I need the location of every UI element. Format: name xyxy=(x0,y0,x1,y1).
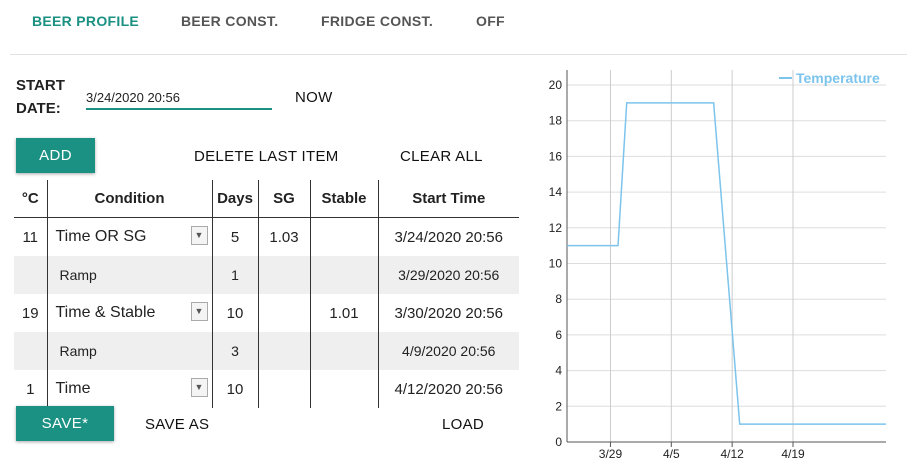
y-tick-label: 6 xyxy=(555,328,562,342)
y-tick-label: 14 xyxy=(549,185,563,199)
temp-cell xyxy=(14,332,47,370)
stable-cell xyxy=(309,332,378,370)
chevron-down-icon[interactable]: ▼ xyxy=(190,378,208,397)
delete-last-item-button[interactable]: DELETE LAST ITEM xyxy=(194,148,339,165)
condition-cell[interactable]: Time ▼ xyxy=(46,370,212,408)
temp-cell[interactable]: 19 xyxy=(21,304,39,322)
condition-select-value[interactable]: Time xyxy=(55,380,91,397)
x-tick-label: 4/19 xyxy=(781,447,805,461)
save-button[interactable]: SAVE* xyxy=(16,406,114,441)
table-row: 1 Time ▼ 10 4/12/2020 20:56 xyxy=(14,370,519,408)
sg-cell[interactable]: 1.03 xyxy=(257,217,310,256)
start-time-cell: 3/30/2020 20:56 xyxy=(377,294,519,332)
y-tick-label: 10 xyxy=(549,257,563,271)
tab-beer-profile[interactable]: BEER PROFILE xyxy=(32,13,140,29)
chevron-down-icon[interactable]: ▼ xyxy=(190,226,208,245)
header-sg: SG xyxy=(257,180,310,218)
start-time-cell: 3/29/2020 20:56 xyxy=(377,256,519,294)
stable-cell[interactable] xyxy=(309,217,378,256)
temp-cell xyxy=(14,256,47,294)
header-temp: °C xyxy=(14,180,47,218)
sg-cell xyxy=(257,256,310,294)
condition-cell[interactable]: Time OR SG ▼ xyxy=(46,217,212,256)
now-button[interactable]: NOW xyxy=(295,89,333,106)
y-tick-label: 20 xyxy=(549,78,563,92)
condition-cell: Ramp xyxy=(46,332,212,370)
temperature-series-line xyxy=(567,102,886,425)
ramp-label: Ramp xyxy=(59,343,97,359)
header-start-time: Start Time xyxy=(377,180,519,218)
temperature-chart: 0 2 4 6 8 10 12 14 16 18 20 3/29 4/5 4/12 4/19 Temperat… xyxy=(549,70,886,461)
legend-label: Temperature xyxy=(796,70,880,86)
x-tick-label: 3/29 xyxy=(599,447,623,461)
condition-select-value[interactable]: Time & Stable xyxy=(55,304,156,321)
start-date-label: START DATE: xyxy=(16,74,65,120)
sg-cell[interactable] xyxy=(257,294,310,332)
x-tick-label: 4/5 xyxy=(663,447,680,461)
y-tick-label: 4 xyxy=(555,364,562,378)
days-cell[interactable]: 10 xyxy=(211,294,258,332)
header-condition: Condition xyxy=(46,180,212,218)
tab-divider xyxy=(10,54,907,55)
table-row-ramp: Ramp 1 3/29/2020 20:56 xyxy=(14,256,519,294)
temp-cell[interactable]: 11 xyxy=(22,228,39,246)
y-tick-label: 12 xyxy=(549,221,563,235)
start-time-cell: 4/12/2020 20:56 xyxy=(377,370,519,408)
days-cell[interactable]: 3 xyxy=(211,332,258,370)
load-button[interactable]: LOAD xyxy=(442,416,485,433)
ramp-label: Ramp xyxy=(59,267,97,283)
stable-cell xyxy=(309,256,378,294)
profile-table: °C Condition Days SG Stable Start Time 1… xyxy=(14,180,519,408)
temp-cell[interactable]: 1 xyxy=(26,380,35,398)
start-time-cell: 4/9/2020 20:56 xyxy=(377,332,519,370)
table-row: 19 Time & Stable ▼ 10 1.01 3/30/2020 20:… xyxy=(14,294,519,332)
stable-cell[interactable]: 1.01 xyxy=(309,294,378,332)
condition-cell[interactable]: Time & Stable ▼ xyxy=(46,294,212,332)
stable-cell[interactable] xyxy=(309,370,378,408)
tab-fridge-const[interactable]: FRIDGE CONST. xyxy=(321,13,434,29)
start-date-label-line2: DATE: xyxy=(16,100,61,117)
days-cell[interactable]: 1 xyxy=(211,256,258,294)
start-date-label-line1: START xyxy=(16,77,65,94)
save-as-button[interactable]: SAVE AS xyxy=(145,416,210,433)
days-cell[interactable]: 5 xyxy=(211,217,258,256)
y-tick-label: 2 xyxy=(555,399,562,413)
start-date-input[interactable] xyxy=(86,86,272,110)
header-stable: Stable xyxy=(309,180,378,218)
start-time-cell: 3/24/2020 20:56 xyxy=(377,217,519,256)
condition-select-value[interactable]: Time OR SG xyxy=(55,228,147,245)
table-row: 11 Time OR SG ▼ 5 1.03 3/24/2020 20:56 xyxy=(14,217,519,256)
clear-all-button[interactable]: CLEAR ALL xyxy=(400,148,483,165)
x-tick-label: 4/12 xyxy=(720,447,744,461)
y-tick-label: 0 xyxy=(555,435,562,449)
tab-beer-const[interactable]: BEER CONST. xyxy=(181,13,279,29)
table-header-row: °C Condition Days SG Stable Start Time xyxy=(14,180,519,218)
sg-cell xyxy=(257,332,310,370)
table-row-ramp: Ramp 3 4/9/2020 20:56 xyxy=(14,332,519,370)
sg-cell[interactable] xyxy=(257,370,310,408)
chevron-down-icon[interactable]: ▼ xyxy=(190,302,208,321)
days-cell[interactable]: 10 xyxy=(211,370,258,408)
header-days: Days xyxy=(211,180,258,218)
condition-cell: Ramp xyxy=(46,256,212,294)
y-tick-label: 16 xyxy=(549,149,563,163)
tab-bar: BEER PROFILE BEER CONST. FRIDGE CONST. O… xyxy=(0,0,907,54)
tab-off[interactable]: OFF xyxy=(476,13,505,29)
y-tick-label: 18 xyxy=(549,114,563,128)
y-tick-label: 8 xyxy=(555,292,562,306)
add-button[interactable]: ADD xyxy=(16,138,95,173)
